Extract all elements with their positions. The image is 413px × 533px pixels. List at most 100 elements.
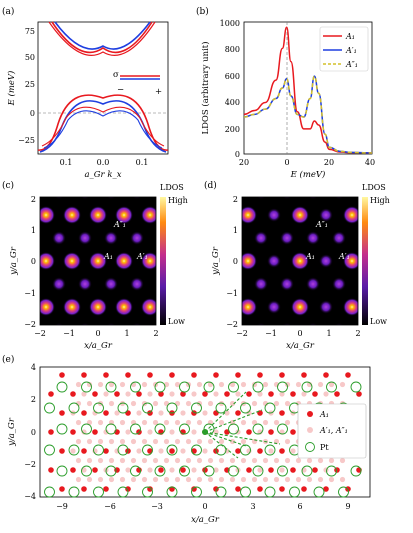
- ldos-spot: [115, 206, 133, 224]
- lattice-site-pt: [130, 465, 141, 477]
- lattice-site-a1p: [86, 381, 93, 388]
- lattice-site-a1p: [196, 419, 203, 426]
- lattice-site-a1p: [240, 476, 247, 483]
- ldos-spot: [40, 298, 55, 316]
- lattice-site-pt: [130, 381, 141, 393]
- lattice-site-pt: [142, 444, 153, 456]
- lattice-site-pt: [240, 486, 251, 498]
- lattice-site-a1: [169, 372, 175, 378]
- lattice-site-a1: [268, 429, 274, 435]
- lattice-site-a1p: [229, 476, 236, 483]
- lattice-site-a1p: [180, 448, 186, 454]
- lattice-site-pt: [228, 423, 239, 435]
- panel-e-xlabel: x/a_Gr: [191, 515, 220, 525]
- lattice-site-a1: [356, 391, 362, 397]
- ldos-spot: [104, 231, 118, 245]
- lattice-site-a1p: [207, 457, 214, 464]
- panel-d-annot-a1p: A′₁: [338, 252, 350, 261]
- ldos-spot: [182, 231, 196, 245]
- ldos-spot: [0, 252, 3, 270]
- ldos-spot: [115, 344, 133, 362]
- lattice-site-a1: [48, 391, 54, 397]
- lattice-site-pt: [252, 381, 264, 393]
- panel-a-plus: +: [155, 87, 162, 97]
- lattice-site-a1p: [218, 419, 225, 426]
- lattice-site-pt: [301, 465, 313, 477]
- ldos-spot: [187, 298, 205, 316]
- lattice-site-pt: [166, 402, 178, 414]
- lattice-site-a1p: [185, 438, 192, 445]
- lattice-site-a1p: [185, 419, 192, 426]
- lattice-site-pt: [252, 423, 264, 435]
- lattice-site-a1: [158, 467, 164, 473]
- lattice-site-a1p: [262, 457, 269, 464]
- ldos-spot: [78, 231, 92, 245]
- ldos-spot: [395, 298, 413, 316]
- lattice-site-a1p: [75, 457, 82, 464]
- ldos-spot: [332, 231, 346, 245]
- lattice-site-pt: [264, 444, 276, 456]
- ldos-spot: [130, 277, 144, 291]
- lattice-site-a1p: [86, 476, 93, 483]
- ldos-spot: [267, 208, 281, 222]
- ldos-spot: [208, 323, 222, 337]
- lattice-site-pt: [105, 465, 117, 477]
- panel-e: (e) A₁ A′₁, A″₁ Pt 4 2 0 −2 −4 −9 −6 −3: [2, 354, 371, 525]
- lattice-site-a1p: [196, 381, 203, 388]
- lattice-site-a1p: [224, 410, 230, 416]
- ldos-spot: [63, 206, 81, 224]
- lattice-site-pt: [166, 444, 178, 456]
- ldos-spot: [54, 323, 64, 325]
- ldos-spot: [63, 344, 81, 362]
- lattice-site-a1p: [174, 381, 181, 388]
- lattice-site-a1p: [273, 419, 280, 426]
- panel-c-xticks: −2 −1 0 1 2: [34, 329, 158, 338]
- lattice-site-a1p: [130, 476, 137, 483]
- lattice-site-a1p: [125, 391, 131, 397]
- lattice-site-a1: [48, 467, 54, 473]
- lattice-site-a1: [125, 372, 131, 378]
- lattice-site-a1: [235, 448, 241, 454]
- lattice-site-a1p: [180, 410, 186, 416]
- panel-c-ytick: 0: [31, 257, 36, 266]
- ldos-spot: [89, 298, 107, 316]
- panel-b-xtick: 20: [239, 158, 249, 167]
- ldos-spot: [37, 344, 55, 362]
- lattice-site-pt: [81, 381, 92, 393]
- panel-e-ytick: 4: [31, 363, 36, 372]
- lattice-site-a1: [213, 372, 219, 378]
- panel-b-legend-a1p: A′₁: [345, 46, 357, 55]
- panel-c-annot-a1p: A′₁: [136, 252, 148, 261]
- lattice-site-a1: [323, 372, 329, 378]
- panel-d-cbar-high: High: [370, 196, 390, 205]
- lattice-site-a1: [312, 467, 318, 473]
- lattice-site-a1: [81, 486, 87, 492]
- lattice-site-a1p: [191, 429, 197, 435]
- lattice-site-a1p: [152, 438, 159, 445]
- lattice-site-a1p: [295, 476, 302, 483]
- lattice-site-pt: [142, 402, 153, 414]
- lattice-site-pt: [179, 381, 190, 393]
- lattice-site-a1p: [317, 457, 324, 464]
- lattice-site-a1p: [97, 438, 104, 445]
- ldos-spot: [78, 277, 92, 291]
- ldos-spot: [319, 300, 333, 314]
- lattice-site-pt: [277, 381, 288, 393]
- lattice-site-a1: [279, 410, 285, 416]
- lattice-site-a1p: [136, 410, 142, 416]
- panel-a-band-lower-blue-2: [43, 110, 163, 149]
- panel-a-xtick: 0.1: [136, 158, 149, 167]
- ldos-spot: [343, 206, 358, 224]
- ldos-spot: [63, 252, 81, 270]
- lattice-site-a1p: [284, 476, 291, 483]
- panel-c: (c) A″₁ A₁ A′₁ LDOS High Low 2 1 0 −1 −2…: [0, 180, 222, 362]
- lattice-site-pt: [117, 444, 129, 456]
- lattice-site-a1p: [246, 410, 252, 416]
- ldos-spot: [167, 206, 185, 224]
- lattice-site-a1p: [196, 457, 203, 464]
- lattice-site-a1p: [130, 400, 137, 407]
- lattice-site-a1p: [218, 400, 225, 407]
- panel-e-arrow: [204, 409, 263, 433]
- ldos-spot: [371, 300, 385, 314]
- lattice-site-a1: [301, 486, 307, 492]
